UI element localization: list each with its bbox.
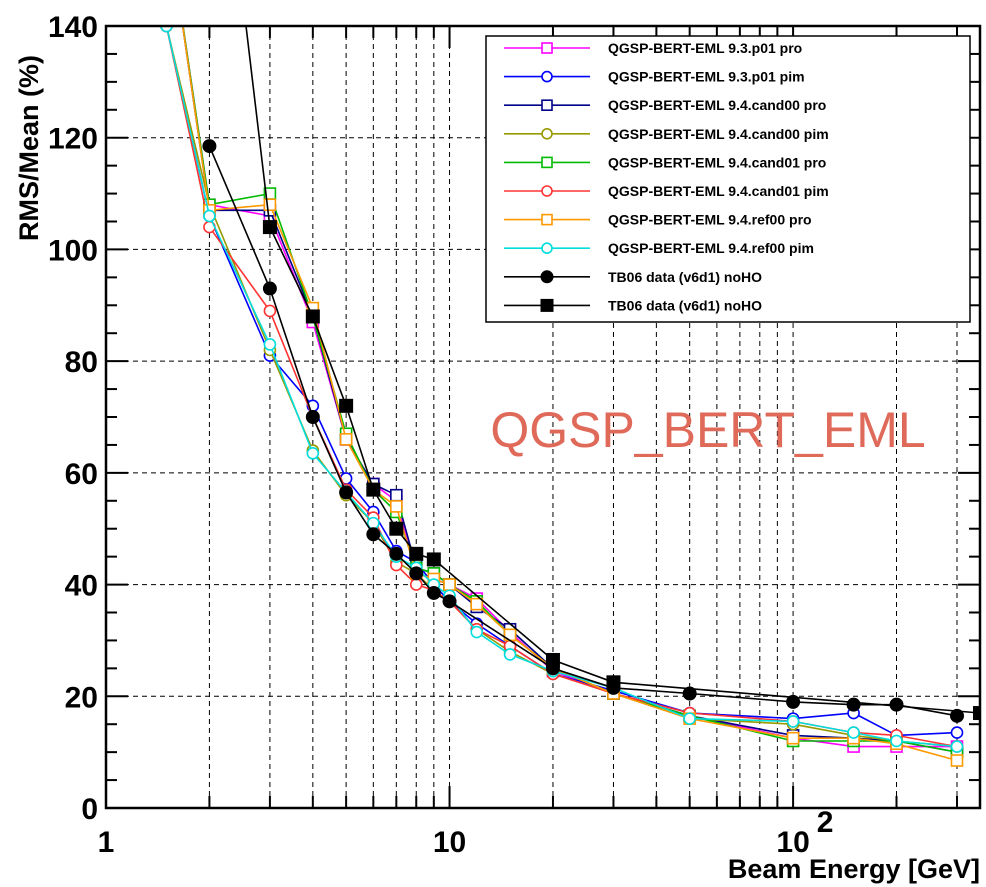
data-point [305,309,320,324]
data-point [540,298,554,312]
y-tick-label: 100 [48,234,98,267]
legend-label: QGSP-BERT-EML 9.4.cand00 pro [608,97,826,113]
legend-label: QGSP-BERT-EML 9.3.p01 pim [608,69,805,85]
legend: QGSP-BERT-EML 9.3.p01 pro QGSP-BERT-EML 9… [485,35,971,323]
legend-entry: QGSP-BERT-EML 9.4.cand00 pro [504,97,826,113]
data-point [682,686,697,701]
data-point [409,546,424,561]
data-point [786,715,800,728]
data-point [339,398,354,413]
data-point [409,578,423,591]
series-10 [245,26,980,721]
x-axis-title: Beam Energy [GeV] [728,854,980,884]
data-point [541,99,553,111]
y-tick-label: 60 [65,458,98,491]
legend-box [485,35,971,323]
data-point [541,70,553,83]
data-point [389,521,404,536]
x-tick-label: 1 [98,826,115,859]
data-point [390,500,403,513]
data-point [890,734,903,748]
data-point [606,675,621,690]
data-point [409,566,424,581]
legend-label: QGSP-BERT-EML 9.4.cand00 pim [608,126,829,142]
y-tick-label: 140 [48,11,98,44]
data-point [263,304,277,318]
legend-label: TB06 data (v6d1) noHO [608,297,762,313]
data-point [503,648,517,661]
y-axis-title: RMS/Mean (%) [14,55,44,241]
legend-entry: TB06 data (v6d1) noHO [504,269,762,285]
data-point [390,488,403,502]
legend-label: QGSP-BERT-EML 9.3.p01 pro [608,40,802,56]
data-point [305,410,320,424]
data-point [366,527,381,542]
data-point [540,270,554,284]
y-tick-label: 0 [81,793,98,826]
data-point [160,26,173,33]
data-point [889,697,904,712]
legend-label: QGSP-BERT-EML 9.4.cand01 pro [608,154,826,170]
data-point [470,625,484,639]
data-point [545,652,560,667]
y-tick-label: 80 [65,346,98,379]
data-point [443,578,456,591]
data-point [470,597,484,611]
data-point [426,552,441,567]
data-point [950,740,964,753]
data-point [366,482,381,497]
series-9 [202,139,965,723]
legend-label: QGSP-BERT-EML 9.4.ref00 pim [608,240,814,256]
data-point [442,594,457,609]
data-point [846,697,861,712]
series-layer [160,26,980,767]
data-point [306,447,320,460]
data-point [541,185,553,197]
data-point [541,128,553,140]
legend-entry: QGSP-BERT-EML 9.3.p01 pro [504,40,802,56]
data-point [786,694,801,709]
data-point [950,726,964,739]
data-point [973,706,980,721]
legend-entry: QGSP-BERT-EML 9.3.p01 pim [504,69,805,85]
data-point [262,281,277,296]
legend-entry: QGSP-BERT-EML 9.4.ref00 pim [504,240,814,256]
legend-entry: QGSP-BERT-EML 9.4.cand00 pim [504,126,829,142]
data-point [683,712,696,725]
legend-label: QGSP-BERT-EML 9.4.ref00 pro [608,212,812,228]
legend-entry: QGSP-BERT-EML 9.4.cand01 pro [504,154,826,170]
data-point [541,156,553,169]
data-point [263,338,277,351]
model-annotation: QGSP_BERT_EML [490,402,925,458]
x-tick-label: 10 [433,826,466,859]
legend-label: QGSP-BERT-EML 9.4.cand01 pim [608,183,829,199]
data-point [847,726,860,739]
legend-label: TB06 data (v6d1) noHO [608,269,762,285]
data-point [202,139,217,154]
data-point [786,731,800,745]
data-point [262,220,277,235]
legend-entry: QGSP-BERT-EML 9.4.ref00 pro [504,212,812,228]
legend-entry: QGSP-BERT-EML 9.4.cand01 pim [504,183,829,199]
legend-entry: TB06 data (v6d1) noHO [504,297,762,313]
y-tick-label: 40 [65,570,98,603]
y-tick-label: 20 [65,681,98,714]
data-point [541,213,553,226]
x-tick-label-exponent: 2 [817,806,834,839]
data-point [263,198,277,212]
data-point [950,754,964,767]
data-point [541,242,553,254]
y-tick-label: 120 [48,123,98,156]
data-point [389,546,404,561]
data-point [426,585,441,600]
data-point [541,42,553,54]
series-line [208,145,958,717]
data-point [203,209,216,223]
x-tick-label: 10 [776,826,809,859]
data-point [339,485,354,500]
data-point [950,708,965,723]
data-point [339,433,353,446]
